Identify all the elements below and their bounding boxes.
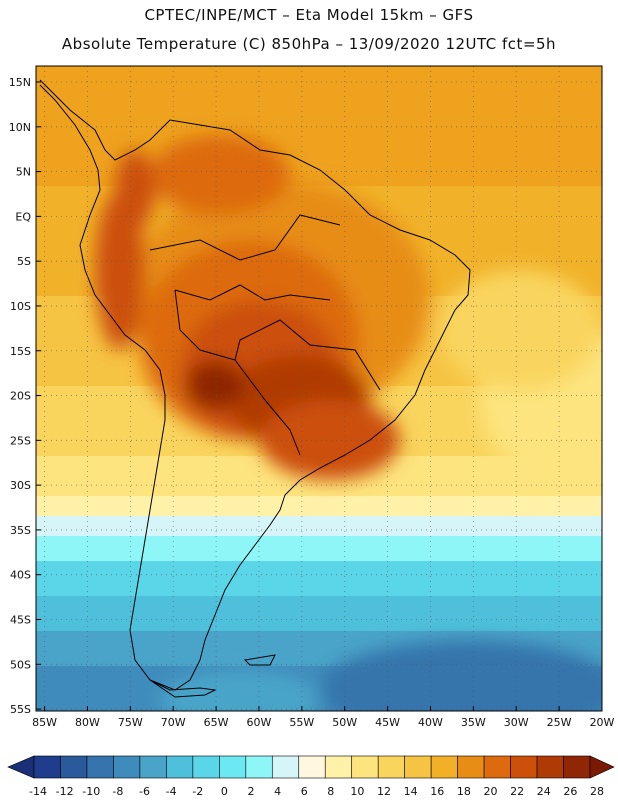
- lat-tick-label: 5N: [16, 166, 31, 179]
- colorbar-label: 24: [537, 785, 551, 798]
- colorbar-label: 20: [484, 785, 498, 798]
- lon-tick-label: 40W: [418, 716, 443, 729]
- colorbar-swatch: [536, 755, 564, 779]
- lat-tick-label: 15S: [10, 345, 31, 358]
- colorbar-swatch: [139, 755, 167, 779]
- colorbar-label: 0: [221, 785, 228, 798]
- longitude-axis: 85W 80W 75W 70W 65W 60W 55W 50W 45W 40W 35W 30W 25W 2…: [32, 706, 615, 729]
- colorbar-swatch: [483, 755, 511, 779]
- lat-tick-label: EQ: [15, 210, 31, 223]
- lon-tick-label: 80W: [75, 716, 100, 729]
- lon-tick-label: 20W: [590, 716, 615, 729]
- colorbar-swatch: [510, 755, 538, 779]
- colorbar-label: 10: [350, 785, 364, 798]
- colorbar-label: 26: [563, 785, 577, 798]
- colorbar: [7, 755, 615, 779]
- latitude-axis: 15N 10N 5N EQ 5S 10S 15S 20S 25S 30S 35S 40S 45S 50S 5…: [9, 76, 41, 716]
- colorbar-label: -12: [56, 785, 74, 798]
- colorbar-swatch: [86, 755, 114, 779]
- lat-tick-label: 20S: [10, 390, 31, 403]
- colorbar-swatch: [351, 755, 379, 779]
- colorbar-swatch: [33, 755, 61, 779]
- colorbar-swatch: [324, 755, 353, 779]
- lon-tick-label: 65W: [204, 716, 229, 729]
- colorbar-label: 12: [377, 785, 391, 798]
- lon-tick-label: 85W: [32, 716, 57, 729]
- lat-tick-label: 25S: [10, 434, 31, 447]
- lon-tick-label: 60W: [247, 716, 272, 729]
- colorbar-swatch: [377, 755, 405, 779]
- colorbar-swatch: [60, 755, 88, 779]
- map-title: CPTEC/INPE/MCT – Eta Model 15km – GFS: [144, 6, 474, 24]
- colorbar-swatch: [271, 755, 300, 779]
- colorbar-swatch: [219, 755, 247, 779]
- colorbar-label: 16: [430, 785, 444, 798]
- lon-tick-label: 75W: [118, 716, 143, 729]
- colorbar-label: -4: [166, 785, 177, 798]
- colorbar-label: 6: [301, 785, 308, 798]
- lon-tick-label: 45W: [375, 716, 400, 729]
- colorbar-label: 28: [590, 785, 604, 798]
- lon-tick-label: 70W: [161, 716, 186, 729]
- temperature-field: [36, 66, 602, 711]
- lat-tick-label: 15N: [9, 76, 31, 89]
- map-subtitle: Absolute Temperature (C) 850hPa – 13/09/…: [61, 35, 557, 53]
- colorbar-label: 4: [274, 785, 281, 798]
- lat-tick-label: 10N: [9, 121, 31, 134]
- colorbar-label: -8: [112, 785, 123, 798]
- colorbar-swatch: [298, 755, 326, 779]
- map-frame: [35, 65, 603, 712]
- colorbar-max-arrow: [589, 755, 615, 779]
- coastline: [39, 79, 471, 698]
- lat-tick-label: 55S: [10, 703, 31, 716]
- colorbar-min-arrow: [7, 755, 35, 779]
- colorbar-swatch: [245, 755, 273, 779]
- colorbar-swatch: [166, 755, 194, 779]
- colorbar-label: 22: [510, 785, 524, 798]
- colorbar-swatch: [192, 755, 220, 779]
- lon-tick-label: 30W: [504, 716, 529, 729]
- colorbar-labels: -14 -12 -10 -8 -6 -4 -2 0 2 4 6 8 10 12 14 16 18 20 22 24 26…: [29, 785, 604, 798]
- lon-tick-label: 50W: [332, 716, 357, 729]
- lat-tick-label: 10S: [10, 300, 31, 313]
- colorbar-label: -6: [139, 785, 150, 798]
- colorbar-swatch: [457, 755, 485, 779]
- lat-tick-label: 5S: [17, 255, 31, 268]
- colorbar-swatch: [430, 755, 458, 779]
- colorbar-label: 14: [404, 785, 418, 798]
- colorbar-label: -10: [82, 785, 100, 798]
- colorbar-swatch: [113, 755, 141, 779]
- colorbar-swatch: [563, 755, 591, 779]
- lon-tick-label: 25W: [547, 716, 572, 729]
- lat-tick-label: 40S: [10, 569, 31, 582]
- colorbar-label: 18: [457, 785, 471, 798]
- colorbar-label: 2: [247, 785, 254, 798]
- lat-tick-label: 30S: [10, 479, 31, 492]
- lat-tick-label: 50S: [10, 658, 31, 671]
- lon-tick-label: 35W: [461, 716, 486, 729]
- lat-tick-label: 45S: [10, 614, 31, 627]
- lat-tick-label: 35S: [10, 524, 31, 537]
- colorbar-label: 8: [327, 785, 334, 798]
- colorbar-label: -2: [192, 785, 203, 798]
- colorbar-label: -14: [29, 785, 47, 798]
- lon-tick-label: 55W: [289, 716, 314, 729]
- colorbar-swatch: [404, 755, 432, 779]
